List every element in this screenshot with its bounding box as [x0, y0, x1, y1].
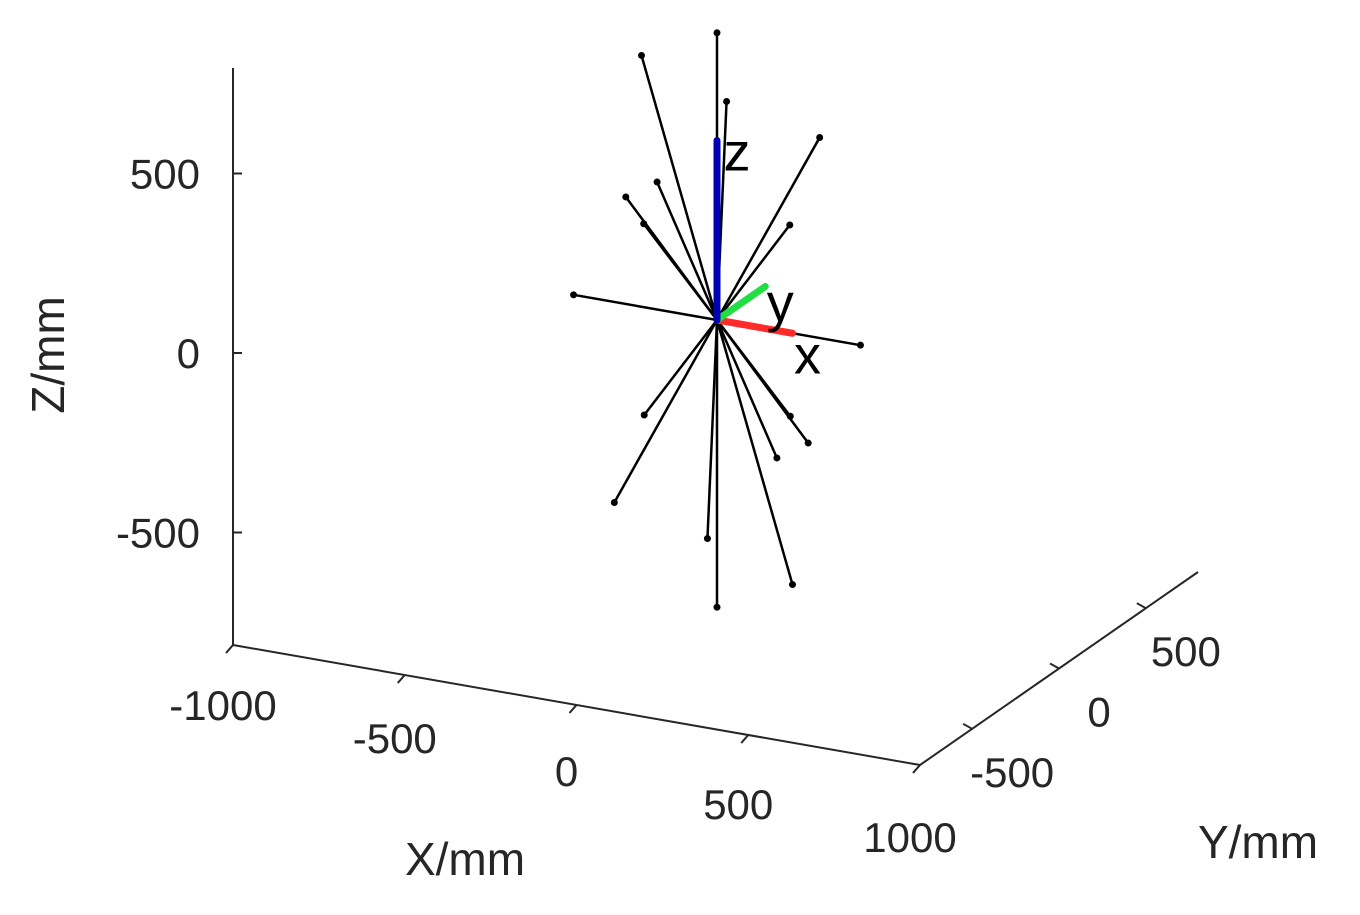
- z-tick-label: 0: [177, 330, 200, 377]
- x-tick-label: 500: [703, 781, 773, 828]
- x-tick: [225, 644, 234, 654]
- z-tick-label: 500: [130, 151, 200, 198]
- y-axis-title: Y/mm: [1198, 816, 1318, 868]
- ray-lines: [570, 29, 864, 611]
- ray-endpoint: [622, 193, 630, 201]
- ray-line: [715, 319, 794, 585]
- z-tick-label: -500: [116, 510, 200, 557]
- z-axis-title: Z/mm: [22, 296, 74, 414]
- ray-endpoint: [713, 603, 721, 611]
- ray-endpoint: [786, 412, 794, 420]
- ray-line: [716, 224, 791, 321]
- ray-endpoint: [610, 498, 618, 506]
- ray-line: [715, 136, 821, 321]
- ray-endpoint: [640, 411, 648, 419]
- ray-endpoint: [638, 51, 645, 59]
- ray-line: [655, 181, 719, 321]
- x-tick-label: -1000: [169, 682, 276, 729]
- x-tick-label: -500: [353, 715, 437, 762]
- ray-line: [640, 55, 719, 321]
- ray-line: [642, 223, 718, 321]
- axis-ticks: -500 0 500 -1000 -500 0 500 1000 -500 0 500: [116, 151, 1221, 862]
- ray-endpoint: [804, 439, 812, 447]
- x-tick: [568, 704, 578, 714]
- y-frame-vector: [713, 283, 769, 324]
- y-tick: [1049, 662, 1060, 670]
- ray-endpoint: [816, 134, 824, 142]
- x-tick: [740, 734, 750, 744]
- ray-endpoint: [786, 221, 794, 229]
- x-tick: [396, 674, 406, 684]
- ray-line: [643, 319, 718, 416]
- y-tick-label: -500: [970, 749, 1054, 796]
- x-frame-label: x: [794, 325, 821, 385]
- ray-endpoint: [570, 291, 578, 299]
- x-axis-title: X/mm: [405, 833, 525, 885]
- y-tick-label: 0: [1087, 689, 1110, 736]
- ray-endpoint: [773, 454, 781, 462]
- y-frame-label: y: [767, 274, 794, 334]
- ray-endpoint: [723, 97, 731, 105]
- ray-endpoint: [789, 581, 796, 589]
- ray-endpoint: [713, 29, 721, 37]
- ray-line: [613, 319, 719, 504]
- ray-line: [715, 319, 779, 459]
- x-tick-label: 1000: [863, 814, 956, 861]
- y-tick: [962, 722, 973, 730]
- y-tick: [1136, 602, 1147, 610]
- x-frame-vector: [713, 316, 796, 337]
- ray-endpoint: [640, 220, 648, 228]
- z-frame-label: z: [724, 123, 751, 183]
- ray-line: [706, 319, 719, 539]
- ray-endpoint: [703, 535, 711, 543]
- ray-endpoint: [653, 178, 661, 186]
- local-frame: xy z: [713, 123, 821, 385]
- y-tick-label: 500: [1151, 628, 1221, 675]
- ray-line: [716, 319, 792, 417]
- ray-line: [573, 293, 718, 322]
- x-tick: [912, 764, 921, 774]
- x-tick-label: 0: [555, 748, 578, 795]
- ray-endpoint: [856, 341, 864, 349]
